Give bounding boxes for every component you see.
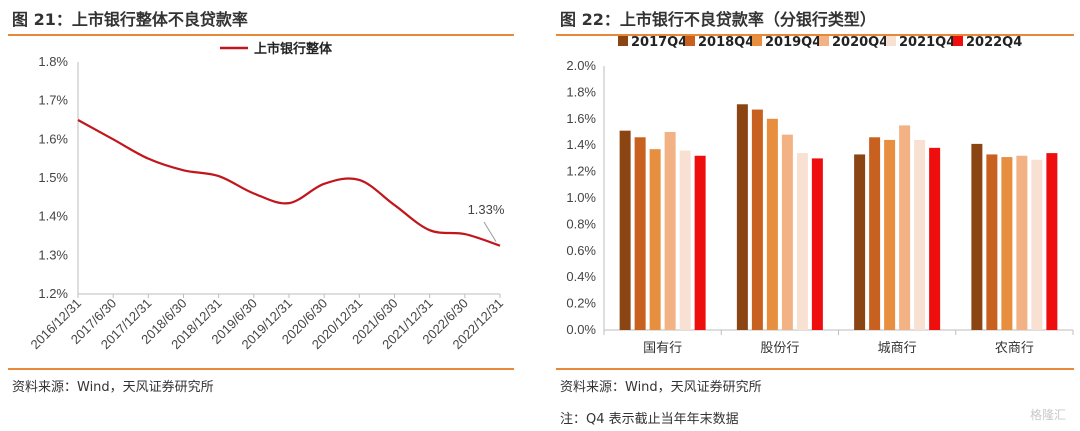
annotation-leader [483, 221, 497, 242]
y-tick-label: 0.0% [566, 322, 596, 337]
bar-2019Q4 [766, 118, 778, 330]
right-note: 注：Q4 表示截止当年年末数据 [560, 412, 739, 427]
bar-2017Q4 [619, 130, 631, 330]
category-label: 股份行 [760, 341, 799, 356]
legend-label-2020Q4: 2020Q4 [832, 35, 888, 50]
category-label: 农商行 [995, 341, 1034, 356]
y-tick-label: 1.2% [566, 164, 596, 179]
right-source: 资料来源：Wind，天风证券研究所 [560, 380, 762, 395]
bar-2022Q4 [929, 147, 941, 330]
legend-label-2018Q4: 2018Q4 [698, 35, 754, 50]
series-line-overall [77, 119, 501, 247]
bar-2021Q4 [914, 139, 926, 330]
y-tick-label: 1.8% [38, 54, 68, 69]
right-source-rule [556, 368, 1074, 370]
left-panel: 图 21：上市银行整体不良贷款率 1.2% 1.3% 1.4% 1.5% 1.6% 1.7… [0, 0, 520, 431]
category-label: 国有行 [643, 341, 682, 356]
bar-chart: 0.0% 0.2% 0.4% 0.6% 0.8% 1.0% 1.2% 1.4% 1.6% 1.8%… [566, 35, 1074, 356]
y-tick-label: 1.6% [38, 131, 68, 146]
bar-2021Q4 [796, 153, 808, 330]
legend-swatch-2018Q4 [685, 36, 695, 46]
y-tick-label: 0.8% [566, 216, 596, 231]
bar-2021Q4 [679, 150, 691, 330]
right-panel: 图 22：上市银行不良贷款率（分银行类型） 0.0% 0.2% 0.4% 0.6% 0.… [548, 0, 1080, 431]
bar-2020Q4 [1016, 155, 1028, 330]
left-source: 资料来源：Wind，天风证券研究所 [12, 380, 214, 395]
legend-swatch-2020Q4 [819, 36, 829, 46]
y-tick-label: 1.6% [566, 111, 596, 126]
y-tick-label: 2.0% [566, 58, 596, 73]
y-tick-label: 0.2% [566, 296, 596, 311]
bar-2020Q4 [664, 132, 676, 330]
y-tick-label: 1.2% [38, 286, 68, 301]
legend-swatch-2022Q4 [953, 36, 963, 46]
watermark: 格隆汇 [1029, 408, 1066, 422]
legend-label-2019Q4: 2019Q4 [765, 35, 821, 50]
legend-swatch-2021Q4 [886, 36, 896, 46]
left-chart-title: 图 21：上市银行整体不良贷款率 [12, 10, 248, 29]
right-title-rule [556, 34, 1074, 36]
legend-swatch-2017Q4 [618, 36, 628, 46]
bar-2019Q4 [649, 149, 661, 330]
bar-2017Q4 [971, 143, 983, 330]
bar-2019Q4 [884, 139, 896, 330]
legend-label: 上市银行整体 [254, 41, 333, 57]
category-label: 城商行 [878, 341, 917, 356]
y-tick-label: 0.4% [566, 269, 596, 284]
bar-2020Q4 [781, 134, 793, 330]
legend-swatch-2019Q4 [752, 36, 762, 46]
bar-2022Q4 [811, 158, 823, 330]
left-title-rule [8, 34, 514, 36]
bar-2022Q4 [1046, 153, 1058, 330]
legend-label-2021Q4: 2021Q4 [899, 35, 955, 50]
y-tick-label: 1.7% [38, 93, 68, 108]
bar-2018Q4 [751, 109, 763, 330]
bar-2018Q4 [986, 154, 998, 330]
bar-2021Q4 [1031, 159, 1043, 330]
bar-2018Q4 [634, 137, 646, 330]
left-source-rule [8, 368, 514, 370]
y-tick-label: 1.5% [38, 170, 68, 185]
annotation-label: 1.33% [468, 202, 505, 217]
bar-2022Q4 [694, 155, 706, 330]
bar-2019Q4 [1001, 157, 1013, 330]
y-tick-label: 1.3% [38, 247, 68, 262]
y-tick-label: 0.6% [566, 243, 596, 258]
legend-label-2022Q4: 2022Q4 [966, 35, 1022, 50]
bar-2017Q4 [736, 104, 748, 330]
right-chart-title: 图 22：上市银行不良贷款率（分银行类型） [560, 10, 876, 29]
y-tick-label: 1.4% [38, 209, 68, 224]
line-chart: 1.2%1.3%1.4%1.5%1.6%1.7%1.8%2016/12/3120… [27, 41, 506, 352]
legend-label-2017Q4: 2017Q4 [631, 35, 687, 50]
bar-2017Q4 [854, 154, 866, 330]
y-tick-label: 1.8% [566, 84, 596, 99]
y-tick-label: 1.4% [566, 137, 596, 152]
y-tick-label: 1.0% [566, 190, 596, 205]
bar-2018Q4 [869, 137, 881, 330]
bar-2020Q4 [899, 125, 911, 331]
